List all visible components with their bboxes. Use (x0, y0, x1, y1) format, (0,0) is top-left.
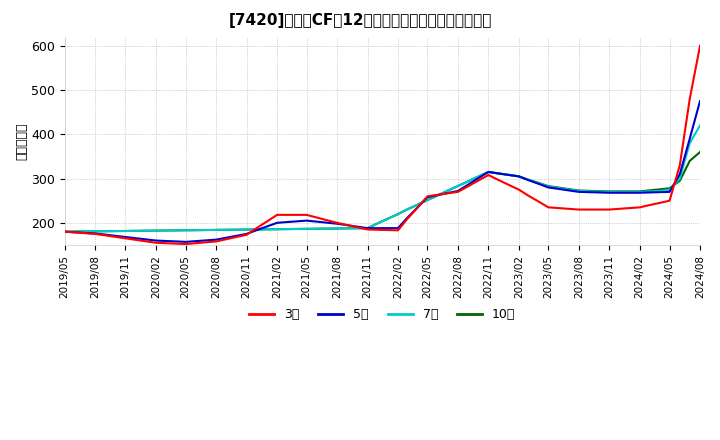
Y-axis label: （百万円）: （百万円） (15, 122, 28, 160)
Text: [7420]　投賄CFだ12か月移動合計の標準偏差の推移: [7420] 投賄CFだ12か月移動合計の標準偏差の推移 (228, 13, 492, 28)
Line: 5年: 5年 (65, 101, 700, 242)
Line: 7年: 7年 (65, 125, 700, 232)
Line: 3年: 3年 (65, 46, 700, 244)
Line: 10年: 10年 (65, 152, 700, 232)
Legend: 3年, 5年, 7年, 10年: 3年, 5年, 7年, 10年 (244, 303, 521, 326)
